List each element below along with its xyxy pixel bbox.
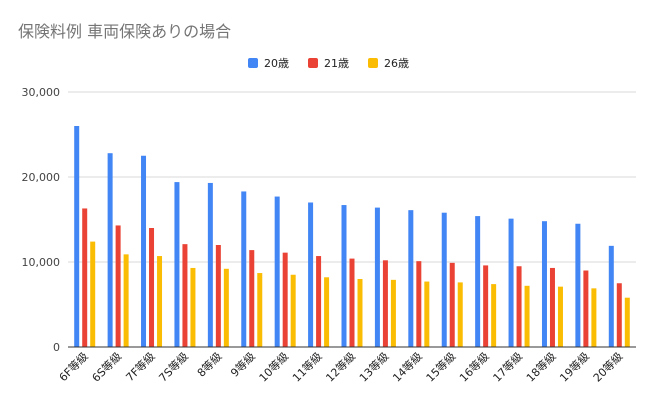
bar-21歳-9等級 (249, 250, 255, 347)
bar-26歳-9等級 (257, 273, 263, 347)
x-tick-label: 16等級 (456, 349, 491, 384)
bar-21歳-7F等級 (149, 228, 155, 347)
bar-20歳-7F等級 (141, 155, 147, 347)
bar-21歳-17等級 (516, 266, 522, 347)
bar-21歳-6S等級 (115, 225, 121, 347)
bar-21歳-15等級 (449, 262, 455, 347)
bar-21歳-11等級 (316, 256, 322, 347)
y-tick-label: 0 (53, 341, 60, 354)
bar-26歳-7S等級 (190, 267, 196, 347)
legend-label: 20歳 (264, 57, 289, 70)
x-tick-label: 6S等級 (89, 349, 124, 384)
y-tick-label: 30,000 (22, 86, 61, 99)
bar-26歳-8等級 (223, 268, 229, 347)
x-tick-label: 13等級 (356, 349, 391, 384)
x-tick-label: 12等級 (323, 349, 358, 384)
legend: 20歳 21歳 26歳 (248, 57, 409, 70)
x-tick-label: 6F等級 (56, 349, 91, 384)
x-tick-label: 14等級 (390, 349, 425, 384)
bar-26歳-16等級 (491, 284, 497, 347)
bar-20歳-7S等級 (174, 182, 180, 347)
bar-20歳-17等級 (508, 218, 514, 347)
bar-21歳-19等級 (583, 270, 589, 347)
bar-20歳-11等級 (308, 202, 314, 347)
y-axis-ticks: 0 10,000 20,000 30,000 (22, 86, 61, 354)
chart-title: 保険料例 車両保険ありの場合 (18, 22, 231, 41)
bar-21歳-16等級 (483, 265, 489, 347)
bar-20歳-6S等級 (107, 153, 113, 347)
bar-21歳-8等級 (215, 245, 221, 347)
y-tick-label: 20,000 (22, 171, 61, 184)
x-tick-label: 8等級 (194, 349, 224, 379)
bar-26歳-14等級 (424, 281, 430, 347)
bar-26歳-20等級 (624, 297, 630, 347)
bar-21歳-13等級 (382, 260, 388, 347)
bar-20歳-8等級 (207, 182, 213, 347)
x-tick-label: 20等級 (590, 349, 625, 384)
x-tick-label: 18等級 (523, 349, 558, 384)
bar-21歳-7S等級 (182, 244, 188, 347)
bar-20歳-20等級 (608, 245, 614, 347)
y-tick-label: 10,000 (22, 256, 61, 269)
bar-20歳-18等級 (541, 221, 547, 347)
bar-20歳-16等級 (475, 216, 481, 347)
bar-26歳-10等級 (290, 274, 296, 347)
x-tick-label: 19等級 (557, 349, 592, 384)
bar-26歳-19等級 (591, 288, 597, 347)
legend-label: 21歳 (324, 57, 349, 70)
x-tick-label: 17等級 (490, 349, 525, 384)
legend-item: 21歳 (308, 57, 349, 70)
bar-21歳-20等級 (616, 283, 622, 347)
bar-20歳-10等級 (274, 196, 280, 347)
bar-26歳-6S等級 (123, 254, 129, 347)
bar-20歳-14等級 (408, 210, 414, 347)
bar-21歳-10等級 (282, 252, 288, 347)
bar-21歳-14等級 (416, 261, 422, 347)
bar-20歳-6F等級 (74, 126, 80, 347)
bar-26歳-17等級 (524, 285, 530, 347)
bar-21歳-12等級 (349, 258, 355, 347)
legend-swatch (248, 58, 258, 68)
bar-26歳-15等級 (457, 282, 463, 347)
legend-swatch (368, 58, 378, 68)
bar-20歳-9等級 (241, 191, 247, 347)
bar-26歳-18等級 (557, 286, 563, 347)
bar-20歳-19等級 (575, 223, 581, 347)
x-tick-label: 9等級 (227, 349, 257, 379)
bar-21歳-6F等級 (82, 208, 88, 347)
bar-26歳-11等級 (324, 277, 330, 347)
bar-26歳-6F等級 (90, 241, 96, 347)
bar-20歳-15等級 (441, 212, 447, 347)
legend-swatch (308, 58, 318, 68)
legend-item: 20歳 (248, 57, 289, 70)
legend-label: 26歳 (384, 57, 409, 70)
x-tick-label: 10等級 (256, 349, 291, 384)
bar-21歳-18等級 (549, 267, 555, 347)
x-tick-label: 15等級 (423, 349, 458, 384)
bar-26歳-7F等級 (157, 256, 163, 347)
x-tick-label: 11等級 (289, 349, 324, 384)
bar-26歳-12等級 (357, 279, 363, 347)
bar-20歳-12等級 (341, 205, 347, 347)
bar-20歳-13等級 (374, 207, 380, 347)
x-tick-label: 7S等級 (156, 349, 191, 384)
bar-26歳-13等級 (390, 279, 396, 347)
x-tick-label: 7F等級 (123, 349, 158, 384)
legend-item: 26歳 (368, 57, 409, 70)
bars (74, 126, 630, 347)
